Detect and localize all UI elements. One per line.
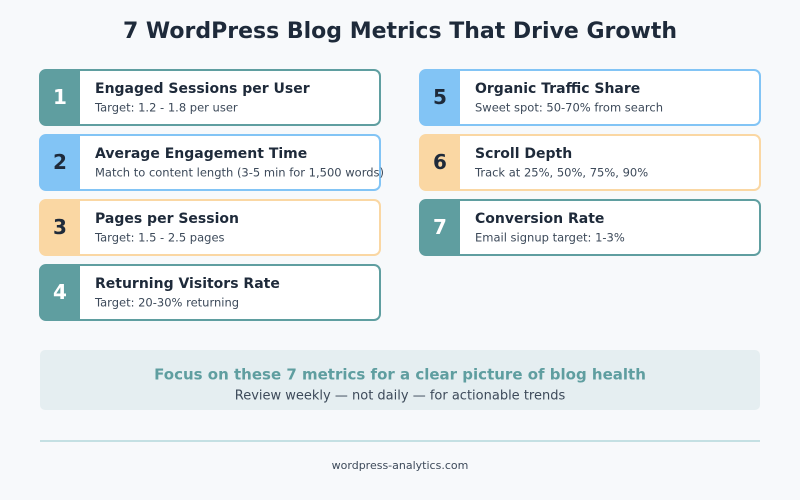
metric-number: 1	[53, 85, 67, 109]
metric-description: Target: 20-30% returning	[94, 296, 239, 310]
card-box	[39, 264, 381, 321]
number-block	[420, 200, 460, 255]
metric-title: Returning Visitors Rate	[95, 276, 280, 292]
metric-title: Organic Traffic Share	[475, 81, 640, 97]
card-box	[39, 199, 381, 256]
metric-card: 1 Engaged Sessions per User Target: 1.2 - …	[39, 69, 381, 126]
card-box	[39, 69, 381, 126]
metric-title: Scroll Depth	[475, 146, 572, 162]
metric-card: 7 Conversion Rate Email signup target: 1-3…	[419, 199, 761, 256]
card-box	[39, 134, 381, 191]
number-block	[420, 135, 460, 190]
metric-number: 6	[433, 150, 447, 174]
metric-number: 2	[53, 150, 67, 174]
metric-cards: 1 Engaged Sessions per User Target: 1.2 - …	[39, 69, 761, 321]
metric-card: 6 Scroll Depth Track at 25%, 50%, 75%, 90%	[419, 134, 761, 191]
number-block	[40, 265, 80, 320]
metric-number: 7	[433, 215, 447, 239]
metric-card: 3 Pages per Session Target: 1.5 - 2.5 page…	[39, 199, 381, 256]
metric-title: Engaged Sessions per User	[95, 81, 310, 97]
metric-number: 3	[53, 215, 67, 239]
metric-title: Average Engagement Time	[95, 146, 307, 162]
metric-title: Pages per Session	[95, 211, 239, 227]
metric-description: Sweet spot: 50-70% from search	[475, 101, 663, 115]
card-box	[419, 199, 761, 256]
number-block	[40, 70, 80, 125]
metric-title: Conversion Rate	[475, 211, 604, 227]
number-block	[40, 135, 80, 190]
metric-number: 5	[433, 85, 447, 109]
metric-number: 4	[53, 280, 67, 304]
metric-description: Match to content length (3-5 min for 1,5…	[95, 166, 384, 180]
card-box	[419, 134, 761, 191]
title: 7 WordPress Blog Metrics That Drive Grow…	[123, 19, 677, 44]
number-block	[420, 70, 460, 125]
metric-card: 2 Average Engagement Time Match to content…	[39, 134, 384, 191]
metric-description: Target: 1.2 - 1.8 per user	[94, 101, 238, 115]
summary-box	[40, 350, 760, 410]
footer-source: wordpress-analytics.com	[332, 459, 469, 472]
metric-description: Track at 25%, 50%, 75%, 90%	[474, 166, 648, 180]
card-box	[419, 69, 761, 126]
metric-description: Email signup target: 1-3%	[475, 231, 625, 245]
summary-subline: Review weekly — not daily — for actionab…	[235, 389, 566, 404]
metric-card: 5 Organic Traffic Share Sweet spot: 50-70%…	[419, 69, 761, 126]
metric-description: Target: 1.5 - 2.5 pages	[94, 231, 225, 245]
metric-card: 4 Returning Visitors Rate Target: 20-30% r…	[39, 264, 381, 321]
number-block	[40, 200, 80, 255]
summary-headline: Focus on these 7 metrics for a clear pic…	[154, 366, 646, 384]
